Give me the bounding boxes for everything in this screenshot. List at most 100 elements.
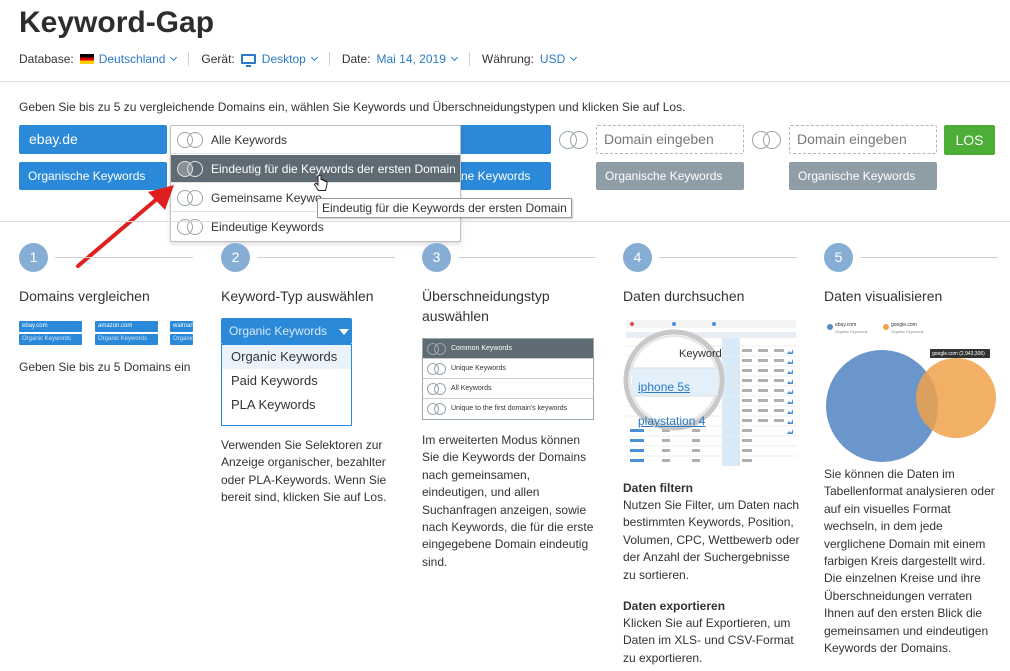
export-title: Daten exportieren [623,599,726,613]
currency-select[interactable]: USD [539,52,578,66]
currency-value: USD [539,52,566,66]
filter-text: Nutzen Sie Filter, um Daten nach bestimm… [623,498,800,582]
step-number: 5 [824,243,853,272]
step-number: 2 [221,243,250,272]
date-select[interactable]: Mai 14, 2019 [376,52,458,66]
keyword-type-button: Organic Keywords [221,318,352,344]
dropdown-item-unique[interactable]: Eindeutige Keywords [171,213,460,241]
desktop-icon [240,54,256,67]
mini-domain-3: walmart.com [170,321,193,332]
keyword-type-select-3[interactable]: Organische Keywords [596,162,744,208]
step-1-text: Geben Sie bis zu 5 Domains ein [19,360,191,374]
venn-icon [177,161,205,177]
list-item: Organic Keywords [222,345,351,369]
meta-bar: Database: Deutschland Gerät: Desktop Dat… [19,52,578,67]
item-label: Unique to the first domain's keywords [451,405,568,412]
dropdown-item-common[interactable]: Gemeinsame Keywo [171,184,460,212]
list-item: Unique to the first domain's keywords [423,399,593,419]
keyword-type-select-1[interactable]: Organische Keywords [19,162,167,208]
venn-legend-sub: Organic Keywords [891,329,924,334]
select-label: ne Keywords [461,169,531,183]
step-line [458,257,596,258]
venn-toggle-icon[interactable] [752,131,782,149]
caret-down-icon [615,201,625,208]
magnifier-row-2: playstation 4 [638,414,706,428]
database-label: Database: [19,52,74,66]
step-3-title: Überschneidungstyp auswählen [422,288,550,324]
chevron-down-icon [570,53,578,62]
step-number: 3 [422,243,451,272]
venn-icon [177,190,205,206]
dropdown-item-all[interactable]: Alle Keywords [171,126,460,154]
venn-badge: google.com (2,943,306) [932,351,985,357]
venn-legend-sub: Organic Keywords [835,329,868,334]
venn-toggle-icon[interactable] [559,131,589,149]
divider [0,81,1010,82]
data-table-illustration [622,316,800,466]
divider [328,52,330,66]
select-label: Organische Keywords [605,169,723,183]
venn-icon [427,403,447,415]
step-1-title: Domains vergleichen [19,288,150,304]
date-value: Mai 14, 2019 [376,52,446,66]
caret-down-icon [38,201,48,208]
divider [0,221,1010,222]
dropdown-item-unique-first[interactable]: Eindeutig für die Keywords der ersten Do… [171,155,460,183]
mini-domain-2: amazon.com [95,321,158,332]
database-select[interactable]: Deutschland [79,52,178,66]
item-label: Eindeutig für die Keywords der ersten Do… [211,162,456,176]
mini-domain-1: ebay.com [19,321,82,332]
item-label: Unique Keywords [451,365,506,372]
venn-illustration [826,324,996,462]
filter-title: Daten filtern [623,481,694,495]
keyword-type-select-4[interactable]: Organische Keywords [789,162,937,208]
device-label: Gerät: [201,52,235,66]
chevron-down-icon [310,53,318,62]
date-label: Date: [341,52,371,66]
step-4-title: Daten durchsuchen [623,288,745,304]
magnifier-header: Keyword [679,348,722,360]
item-label: All Keywords [451,385,492,392]
step-line [55,257,193,258]
export-text: Klicken Sie auf Exportieren, um Daten im… [623,616,794,665]
step-5-title: Daten visualisieren [824,288,943,304]
caret-down-icon [808,201,818,208]
domain-input-2[interactable] [459,125,551,154]
item-label: Alle Keywords [211,133,288,147]
venn-icon [177,219,205,235]
overlap-type-dropdown: Alle Keywords Eindeutig für die Keywords… [170,125,461,242]
step-line [659,257,797,258]
chevron-down-icon [450,53,458,62]
mini-selector: Organic Keywords [170,334,193,345]
device-select[interactable]: Desktop [240,52,318,67]
page-title: Keyword-Gap [19,6,215,39]
list-item: Paid Keywords [231,373,318,388]
list-item: Unique Keywords [423,359,593,379]
domain-input-1[interactable]: ebay.de [19,125,167,154]
item-label: Common Keywords [451,345,513,352]
venn-icon [427,343,447,355]
currency-label: Währung: [481,52,534,66]
select-label: Organische Keywords [798,169,916,183]
list-item: Common Keywords [423,339,593,359]
venn-icon [177,132,205,148]
domain-input-4[interactable]: Domain eingeben [789,125,937,154]
venn-icon [427,383,447,395]
magnifier-row-1: iphone 5s [638,380,691,394]
database-value: Deutschland [98,52,166,66]
tooltip: Eindeutig für die Keywords der ersten Do… [317,198,572,218]
los-button[interactable]: LOS [944,125,995,155]
divider [468,52,470,66]
germany-flag-icon [79,54,94,64]
mini-selector: Organic Keywords [95,334,158,345]
hand-cursor-icon [314,175,328,191]
button-label: Organic Keywords [229,324,328,338]
list-item: PLA Keywords [231,397,316,412]
divider [188,52,190,66]
keyword-type-select-2[interactable]: ne Keywords [459,162,551,208]
step-line [257,257,395,258]
red-arrow-icon [76,185,174,268]
step-line [860,257,998,258]
step-5-text: Sie können die Daten im Tabellenformat a… [824,467,995,656]
domain-input-3[interactable]: Domain eingeben [596,125,744,154]
